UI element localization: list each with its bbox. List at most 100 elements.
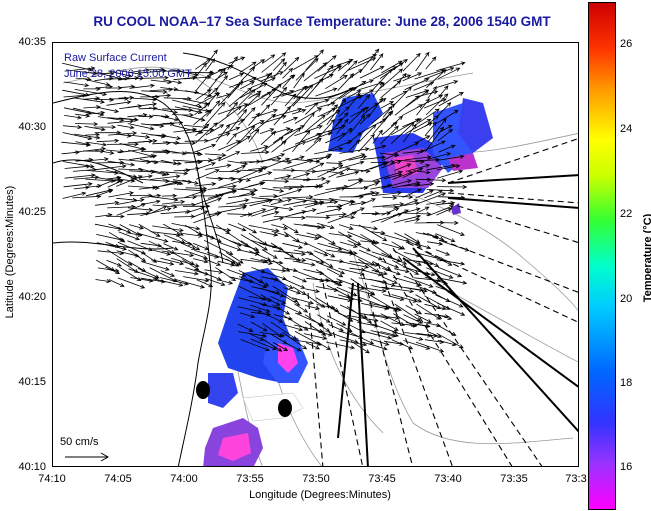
current-vector — [349, 114, 366, 134]
current-vector — [284, 93, 297, 107]
current-vector — [348, 287, 376, 296]
current-vector — [314, 180, 331, 188]
current-vector — [314, 167, 338, 173]
x-tick-label: 73:45 — [368, 473, 396, 485]
current-vector — [181, 243, 197, 250]
current-vector — [194, 250, 220, 259]
current-vector — [426, 331, 442, 338]
current-vector — [282, 194, 314, 200]
current-vector — [270, 296, 287, 304]
y-axis-label: Latitude (Degrees:Minutes) — [4, 185, 16, 319]
current-vector — [172, 240, 193, 246]
current-vector — [116, 250, 140, 258]
current-vector — [236, 120, 265, 134]
current-vector — [359, 66, 385, 79]
current-vector — [64, 81, 90, 88]
current-vector — [391, 241, 406, 250]
current-vector — [436, 201, 456, 206]
current-vector — [392, 194, 414, 199]
current-vector — [337, 294, 355, 301]
current-vector — [339, 250, 358, 256]
current-vector — [284, 257, 307, 263]
current-vector — [206, 132, 231, 142]
current-vector — [283, 199, 308, 206]
current-vector — [381, 305, 403, 312]
current-vector — [228, 223, 247, 232]
current-vector — [128, 134, 151, 139]
current-vector — [238, 331, 267, 338]
current-vector — [161, 181, 182, 187]
current-vector — [215, 205, 247, 214]
current-vector — [394, 268, 410, 274]
current-vector — [360, 182, 380, 190]
current-vector — [215, 224, 231, 235]
current-vector — [338, 260, 370, 269]
current-vector — [194, 102, 211, 116]
current-vector — [172, 99, 203, 109]
current-vector — [317, 242, 343, 251]
current-vector — [63, 182, 93, 188]
current-vector — [262, 179, 290, 184]
current-vector — [317, 314, 331, 323]
current-vector — [294, 107, 323, 124]
y-tick-label: 40:15 — [18, 376, 46, 388]
current-vector — [437, 277, 468, 285]
current-vector — [259, 231, 279, 237]
current-vector — [62, 132, 93, 141]
current-vector — [262, 312, 284, 323]
current-vector — [416, 192, 447, 205]
current-vector — [251, 206, 279, 217]
current-vector — [138, 114, 154, 119]
current-vector — [436, 324, 457, 336]
current-vector — [281, 177, 312, 182]
current-vector — [372, 82, 385, 98]
current-vector — [438, 144, 456, 153]
current-vector — [424, 303, 447, 311]
current-vector — [427, 205, 455, 217]
current-vector — [240, 66, 256, 82]
current-vector — [403, 252, 422, 258]
x-axis-label: Longitude (Degrees:Minutes) — [249, 489, 391, 501]
current-vector — [437, 67, 461, 80]
current-vector — [427, 241, 444, 246]
current-vector — [436, 169, 464, 179]
current-vector — [316, 233, 336, 245]
current-vector — [94, 76, 114, 82]
current-vector — [270, 321, 298, 340]
current-vector — [381, 260, 400, 269]
current-vector — [415, 189, 434, 199]
current-vector — [74, 133, 101, 140]
current-vector — [119, 104, 143, 109]
current-vector — [336, 322, 353, 332]
current-vector — [282, 332, 308, 350]
current-vector — [425, 259, 440, 267]
current-vector — [160, 257, 185, 266]
current-vector — [261, 83, 282, 106]
current-vector — [204, 101, 226, 126]
station-marker — [278, 399, 292, 417]
current-vector — [282, 242, 303, 250]
current-vector — [435, 294, 464, 308]
current-vector — [405, 163, 431, 172]
current-vector — [336, 278, 365, 290]
current-vector — [249, 275, 270, 287]
current-vector — [315, 153, 333, 162]
current-vector — [336, 200, 355, 208]
current-vector — [404, 217, 421, 223]
current-vector — [328, 324, 345, 332]
current-vector — [390, 121, 415, 144]
current-vector — [382, 153, 399, 161]
current-vector — [426, 232, 445, 241]
current-vector — [350, 106, 370, 118]
current-vector — [405, 118, 432, 135]
current-vector — [381, 207, 400, 216]
current-vector — [96, 242, 128, 251]
current-vector — [317, 323, 331, 332]
current-vector — [227, 56, 238, 71]
current-vector — [380, 320, 399, 331]
x-tick-label: 73:35 — [500, 473, 528, 485]
current-vector — [108, 223, 132, 234]
current-vector — [424, 339, 445, 344]
current-vector — [272, 186, 294, 191]
current-vector — [413, 81, 435, 91]
